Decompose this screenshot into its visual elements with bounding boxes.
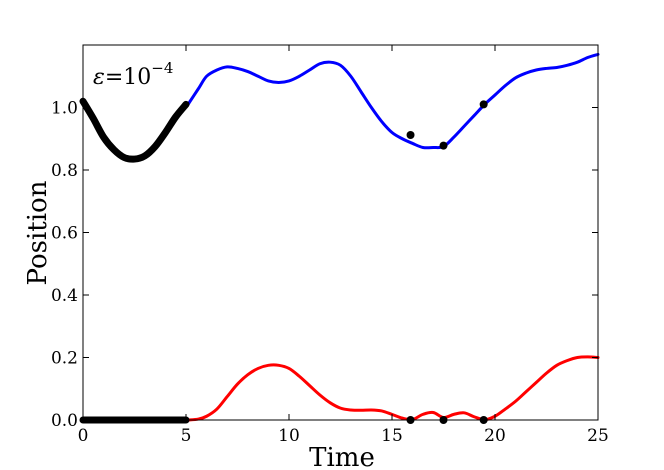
y-tick-label-5: 1.0 bbox=[51, 99, 78, 119]
epsilon-symbol: ε bbox=[93, 65, 105, 90]
series-line-1 bbox=[79, 97, 190, 163]
x-tick-label-1: 5 bbox=[181, 426, 192, 446]
y-tick-label-0: 0.0 bbox=[51, 411, 78, 431]
plot-area bbox=[83, 45, 598, 420]
x-tick-label-5: 25 bbox=[587, 426, 609, 446]
epsilon-exponent: −4 bbox=[151, 59, 173, 77]
y-tick-label-2: 0.4 bbox=[51, 286, 78, 306]
x-tick-label-2: 10 bbox=[278, 426, 300, 446]
series-line-0 bbox=[186, 52, 600, 150]
data-marker-0 bbox=[406, 131, 415, 139]
x-tick-label-4: 20 bbox=[484, 426, 506, 446]
x-axis-label: Time bbox=[309, 443, 375, 470]
data-marker-2 bbox=[479, 100, 488, 109]
y-tick-label-4: 0.8 bbox=[51, 161, 78, 181]
x-tick-label-0: 0 bbox=[78, 426, 89, 446]
epsilon-annotation: ε=10−4 bbox=[93, 59, 173, 90]
epsilon-equals: = bbox=[105, 65, 123, 90]
tick-layer: 0 5 10 15 20 25 0.0 0.2 0.4 0.6 0.8 1.0 bbox=[51, 45, 609, 446]
y-tick-label-3: 0.6 bbox=[51, 224, 78, 244]
x-tick-label-3: 15 bbox=[381, 426, 403, 446]
data-marker-1 bbox=[439, 141, 448, 150]
y-axis-label: Position bbox=[23, 180, 53, 285]
y-tick-label-1: 0.2 bbox=[51, 349, 78, 369]
epsilon-base: 10 bbox=[123, 65, 151, 90]
